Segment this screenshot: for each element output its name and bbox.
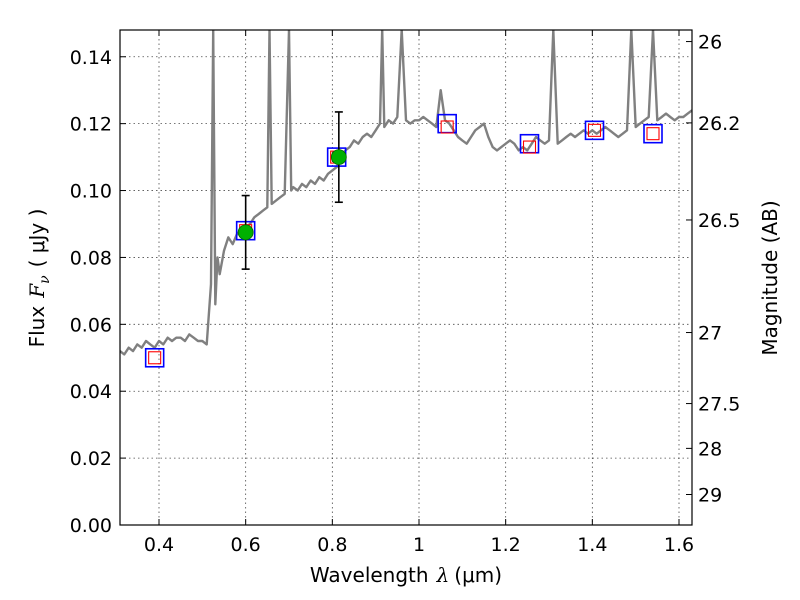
x-axis-label-symbol: λ — [436, 563, 450, 587]
y-tick-label: 0.00 — [70, 515, 112, 537]
spectrum-series — [120, 30, 692, 356]
x-tick-label: 1.2 — [491, 534, 521, 556]
model-square-red — [646, 127, 660, 141]
model-square-red — [587, 123, 602, 137]
y-axis-label: Flux Fν ( μJy ) — [25, 209, 53, 348]
y-tick-label: 0.08 — [70, 247, 112, 269]
y2-tick-label: 26 — [698, 32, 722, 54]
y-axis-label-text: Flux — [25, 306, 49, 348]
y2-tick-label: 27.5 — [698, 394, 740, 416]
x-tick-label: 1.4 — [577, 534, 607, 556]
x-tick-label: 1 — [413, 534, 425, 556]
y-tick-label: 0.14 — [70, 47, 112, 69]
model-square-blue — [643, 123, 663, 144]
axis-ticks: 0.4 0.6 0.8 1 1.2 1.4 1.6 0.00 0.02 0.04 0.06 0.08 0… — [70, 30, 740, 556]
x-tick-label: 0.8 — [317, 534, 347, 556]
y-tick-label: 0.02 — [70, 448, 112, 470]
y-tick-label: 0.10 — [70, 181, 112, 203]
x-axis-label-unit: (μm) — [454, 563, 502, 587]
model-square-red — [522, 140, 537, 154]
model-square-blue — [144, 347, 165, 368]
plot-frame — [119, 29, 693, 526]
y-tick-label: 0.06 — [70, 314, 112, 336]
x-tick-label: 0.4 — [144, 534, 174, 556]
model-square-blue — [584, 120, 605, 141]
x-axis-label: Wavelength λ (μm) — [310, 563, 502, 587]
y-axis-label-unit: ( μJy ) — [25, 209, 49, 268]
x-tick-label: 1.6 — [664, 534, 694, 556]
x-axis-label-text: Wavelength — [310, 563, 429, 587]
y2-tick-label: 26.5 — [698, 210, 740, 232]
x-tick-label: 0.6 — [231, 534, 261, 556]
y2-tick-label: 28 — [698, 438, 722, 460]
model-square-red — [148, 351, 162, 365]
observed-point — [237, 224, 254, 241]
y2-axis-label: Magnitude (AB) — [758, 200, 782, 355]
spectrum-line — [120, 30, 692, 356]
y-axis-label-subscript: ν — [37, 275, 53, 284]
y2-tick-label: 29 — [698, 484, 722, 506]
observed-point — [330, 149, 347, 165]
photometry-markers — [144, 111, 663, 368]
y-tick-label: 0.12 — [70, 114, 112, 136]
model-square-red — [440, 120, 454, 134]
y-tick-label: 0.04 — [70, 381, 112, 403]
y-axis-label-symbol: F — [25, 283, 49, 299]
y2-tick-label: 27 — [698, 323, 722, 345]
y2-tick-label: 26.2 — [698, 113, 740, 135]
